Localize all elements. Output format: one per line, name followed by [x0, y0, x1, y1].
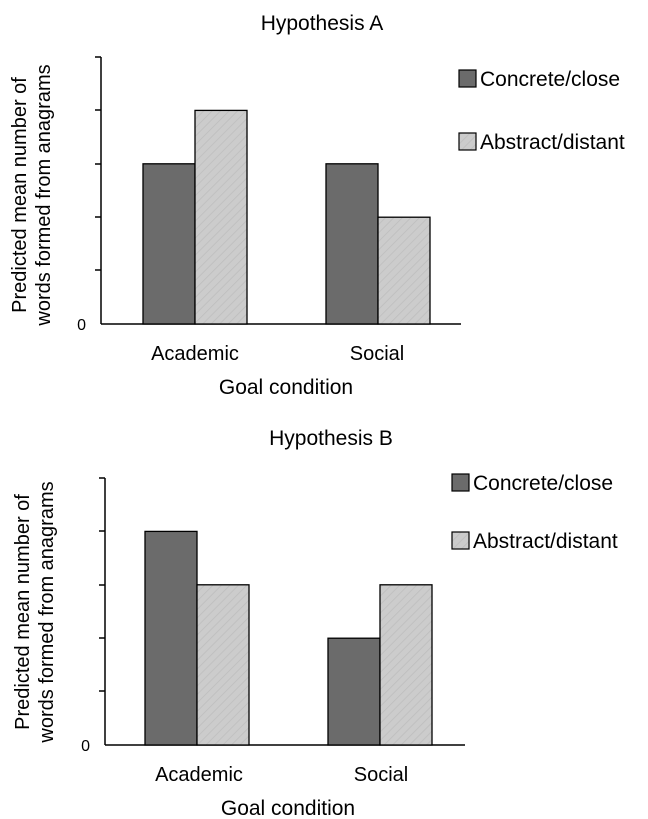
- bar-social-abstract: [379, 584, 433, 746]
- chart-title: Hypothesis B: [269, 427, 393, 450]
- y-axis-label-line2: words formed from anagrams: [33, 64, 55, 326]
- bar-academic-concrete: [142, 163, 196, 325]
- bar-social-concrete: [327, 637, 381, 746]
- x-axis-label: Goal condition: [219, 376, 353, 399]
- legend: Concrete/close Abstract/distant: [458, 68, 625, 154]
- y-tick-label: 0: [77, 317, 86, 334]
- chart-title: Hypothesis A: [261, 12, 384, 35]
- bar-academic-abstract: [196, 584, 250, 746]
- x-tick-label-academic: Academic: [155, 764, 243, 786]
- bar-social-concrete: [325, 163, 379, 325]
- bars-group: [144, 530, 433, 746]
- y-axis-label-line1: Predicted mean number of: [9, 77, 31, 313]
- y-axis-label-line2: words formed from anagrams: [36, 481, 58, 743]
- legend-label-abstract: Abstract/distant: [473, 530, 618, 553]
- y-tick-label: 0: [81, 738, 90, 755]
- x-tick-label-social: Social: [350, 343, 404, 365]
- x-axis-label: Goal condition: [221, 797, 355, 819]
- legend-label-abstract: Abstract/distant: [480, 131, 625, 154]
- bars-group: [142, 109, 431, 325]
- legend-swatch-abstract: [451, 531, 470, 550]
- legend-label-concrete: Concrete/close: [473, 472, 613, 495]
- chart-panel-b: Hypothesis B Predicted mean number of wo…: [12, 427, 618, 819]
- legend: Concrete/close Abstract/distant: [451, 472, 618, 553]
- legend-label-concrete: Concrete/close: [480, 68, 620, 91]
- bar-social-abstract: [377, 216, 431, 325]
- x-tick-label-academic: Academic: [151, 343, 239, 365]
- chart-panel-a: Hypothesis A Predicted mean number of wo…: [9, 12, 625, 399]
- y-axis-label-line1: Predicted mean number of: [12, 494, 34, 730]
- bar-academic-abstract: [194, 109, 248, 325]
- legend-swatch-abstract: [458, 132, 477, 151]
- legend-swatch-concrete: [458, 69, 477, 88]
- bar-academic-concrete: [144, 530, 198, 746]
- legend-swatch-concrete: [451, 473, 470, 492]
- x-tick-label-social: Social: [354, 764, 408, 786]
